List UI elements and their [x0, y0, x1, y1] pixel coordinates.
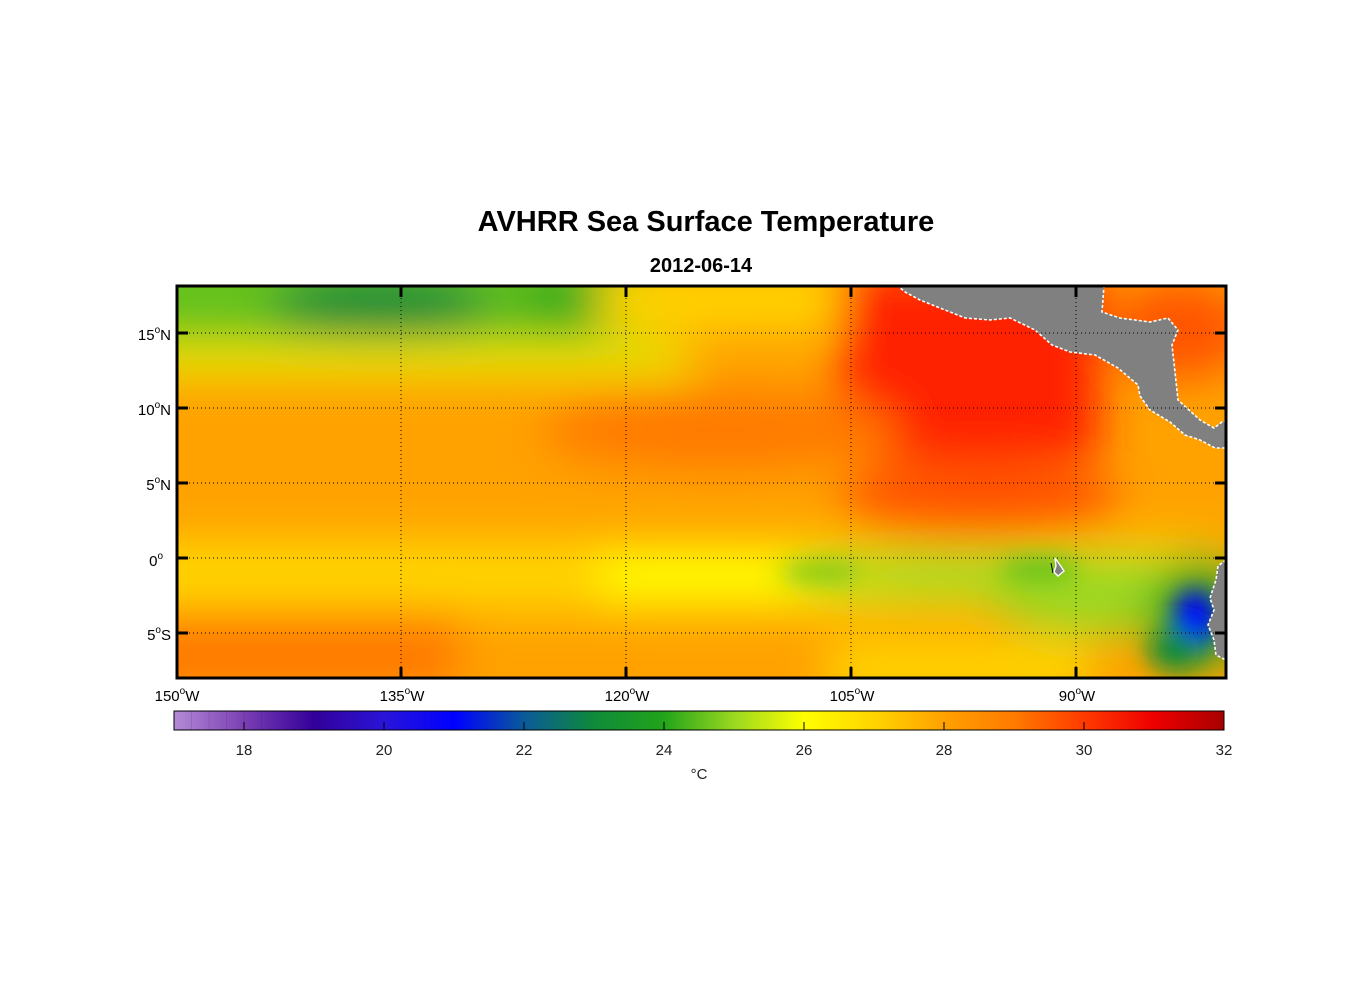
colorbar-tick-label: 28 — [936, 742, 953, 759]
chart-title: AVHRR Sea Surface Temperature — [477, 206, 935, 238]
map-ticks — [177, 286, 1226, 678]
colorbar-tick-label: 32 — [1216, 742, 1233, 759]
chart-subtitle: 2012-06-14 — [649, 255, 753, 277]
lat-label: 5oN — [146, 475, 171, 494]
colorbar-tick-label: 22 — [516, 742, 533, 759]
colorbar-tick-label: 18 — [236, 742, 253, 759]
lon-label: 135oW — [380, 686, 426, 705]
land-galapagos — [1053, 557, 1065, 577]
lon-label: 150oW — [155, 686, 201, 705]
colorbar-tick-label: 20 — [376, 742, 393, 759]
sst-field — [177, 286, 1226, 678]
colorbar: 18 20 22 24 26 28 30 32 °C — [173, 710, 1233, 783]
colorbar-tick-label: 24 — [656, 742, 673, 759]
gridlines — [177, 286, 1226, 678]
land-south-america — [1207, 559, 1226, 661]
lat-label: 15oN — [138, 325, 171, 344]
colorbar-scale — [174, 711, 1224, 730]
colorbar-tick-label: 30 — [1076, 742, 1093, 759]
lon-label: 90oW — [1059, 686, 1096, 705]
colorbar-tick-label: 26 — [796, 742, 813, 759]
lon-label: 105oW — [830, 686, 876, 705]
latitude-labels: 15oN 10oN 5oN 0o 5oS — [138, 325, 171, 644]
land-central-america — [896, 286, 1226, 449]
lon-label: 120oW — [605, 686, 651, 705]
longitude-labels: 150oW 135oW 120oW 105oW 90oW — [155, 686, 1096, 705]
lat-label: 0o — [149, 551, 163, 570]
lat-label: 5oS — [147, 625, 171, 644]
lat-label: 10oN — [138, 400, 171, 419]
colorbar-unit: °C — [691, 766, 708, 783]
